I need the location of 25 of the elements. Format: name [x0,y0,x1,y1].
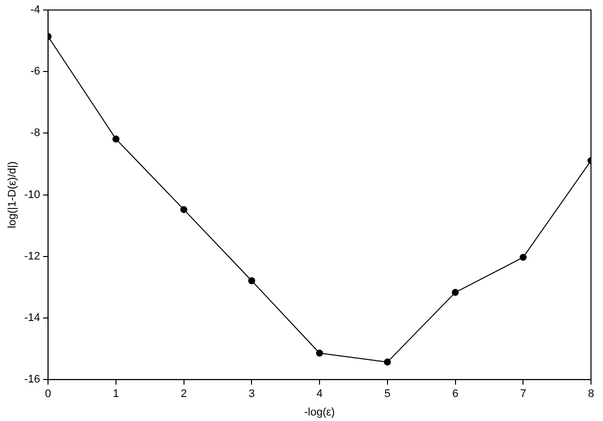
point [180,206,188,214]
point [452,288,459,296]
y-tick-label: -8 [30,127,40,140]
x-tick-label: 5 [384,388,390,400]
point [248,277,256,284]
x-tick-label: 3 [248,388,255,400]
x-tick-label: 4 [316,388,323,400]
point [384,358,391,366]
x-tick-label: 7 [520,388,526,400]
point [316,350,324,357]
y-tick-label: -12 [24,250,40,262]
point [112,136,120,143]
x-tick-label: 8 [588,388,594,400]
x-tick-label: 6 [452,388,458,400]
x-tick-label: 0 [45,388,52,400]
x-axis-title: -log(ε) [304,406,335,418]
point [520,254,527,261]
y-tick-label: -6 [30,66,40,78]
y-tick-label: -16 [24,374,40,386]
y-tick-label: -10 [24,188,40,201]
y-axis-title: log(|1-D(ε)/d|) [6,161,19,228]
x-tick-label: 2 [180,388,187,400]
y-tick-label: -4 [30,4,40,16]
x-tick-label: 1 [112,388,120,400]
y-tick-label: -14 [24,312,40,324]
